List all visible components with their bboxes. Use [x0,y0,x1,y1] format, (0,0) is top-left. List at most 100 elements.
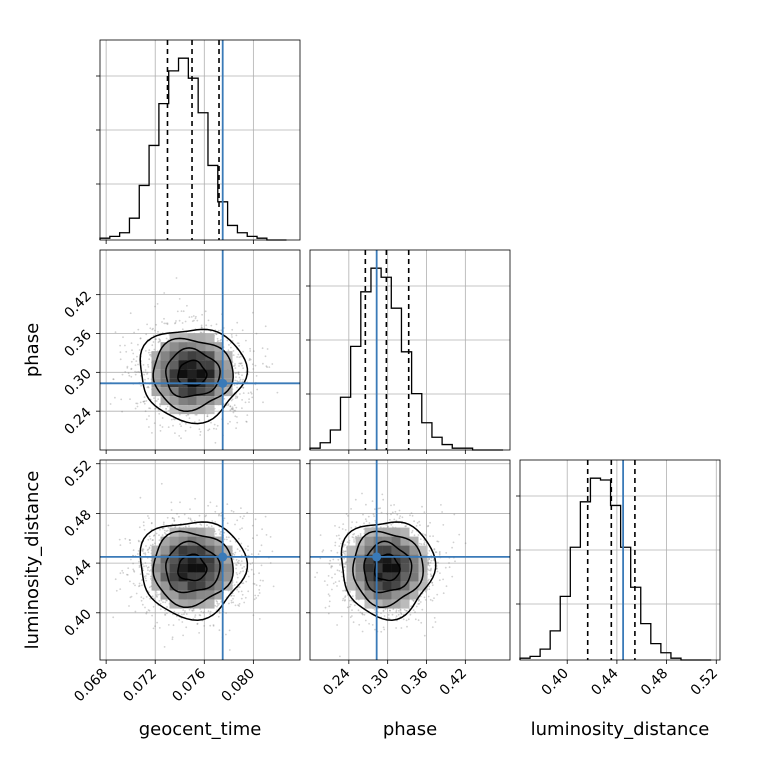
joint-geocent-time-vs-luminosity-distance-density-cell [214,572,224,582]
joint-geocent-time-vs-phase-content [100,250,300,450]
joint-geocent-time-vs-luminosity-distance-density-cell [178,581,188,591]
joint-phase-vs-luminosity-distance-sample-point [431,626,434,629]
joint-geocent-time-vs-luminosity-distance-sample-point [215,600,218,602]
joint-geocent-time-vs-luminosity-distance-sample-point [158,539,161,542]
joint-geocent-time-vs-phase-sample-point [196,319,199,322]
joint-geocent-time-vs-phase-density-cell [205,351,215,361]
joint-geocent-time-vs-luminosity-distance-sample-point [148,547,151,550]
joint-geocent-time-vs-phase-sample-point [178,413,181,416]
joint-geocent-time-vs-phase-sample-point [159,424,162,427]
joint-geocent-time-vs-luminosity-distance-sample-point [181,613,183,616]
joint-phase-vs-luminosity-distance-sample-point [427,563,430,565]
joint-geocent-time-vs-phase-sample-point [242,378,245,381]
joint-phase-vs-luminosity-distance-sample-point [382,498,385,501]
joint-geocent-time-vs-phase-sample-point [185,414,188,417]
joint-phase-vs-luminosity-distance-sample-point [328,600,331,603]
joint-geocent-time-vs-luminosity-distance-sample-point [199,523,202,525]
joint-geocent-time-vs-luminosity-distance-sample-point [238,559,240,562]
joint-geocent-time-vs-phase-sample-point [124,371,127,373]
joint-phase-vs-luminosity-distance-sample-point [344,550,347,553]
joint-geocent-time-vs-phase-sample-point [190,316,193,318]
joint-phase-vs-luminosity-distance-sample-point [432,535,434,537]
joint-geocent-time-vs-luminosity-distance-sample-point [146,566,149,569]
joint-geocent-time-vs-phase-sample-point [252,311,254,314]
joint-geocent-time-vs-phase-sample-point [241,380,244,383]
joint-geocent-time-vs-phase-sample-point [181,328,184,331]
joint-geocent-time-vs-luminosity-distance-sample-point [148,535,151,538]
joint-geocent-time-vs-luminosity-distance-sample-point [237,604,240,606]
joint-geocent-time-vs-phase-sample-point [139,401,142,404]
joint-geocent-time-vs-luminosity-distance-sample-point [237,537,240,540]
joint-geocent-time-vs-luminosity-distance-density-cell [205,554,215,564]
joint-geocent-time-vs-luminosity-distance-sample-point [179,501,181,504]
joint-geocent-time-vs-luminosity-distance-sample-point [232,552,235,555]
joint-phase-vs-luminosity-distance-sample-point [424,534,427,537]
joint-geocent-time-vs-phase-sample-point [168,409,170,412]
joint-geocent-time-vs-luminosity-distance-sample-point [152,539,154,541]
joint-geocent-time-vs-luminosity-distance-sample-point [238,572,241,575]
joint-geocent-time-vs-luminosity-distance-sample-point [161,527,164,530]
joint-geocent-time-vs-luminosity-distance-sample-point [178,515,180,518]
joint-geocent-time-vs-phase-sample-point [216,337,219,340]
joint-phase-vs-luminosity-distance-sample-point [412,609,415,611]
joint-phase-vs-luminosity-distance-sample-point [374,628,376,631]
joint-geocent-time-vs-phase-sample-point [207,429,210,432]
joint-geocent-time-vs-luminosity-distance-density-cell [178,536,188,546]
joint-geocent-time-vs-phase-sample-point [252,350,255,353]
joint-geocent-time-vs-phase-sample-point [266,348,269,350]
joint-geocent-time-vs-luminosity-distance-sample-point [134,610,137,613]
joint-phase-vs-luminosity-distance-sample-point [414,611,416,613]
joint-geocent-time-vs-luminosity-distance-sample-point [144,562,147,564]
joint-geocent-time-vs-luminosity-distance-sample-point [138,526,141,529]
joint-phase-vs-luminosity-distance-sample-point [354,498,357,501]
joint-geocent-time-vs-phase-sample-point [153,422,156,425]
joint-geocent-time-vs-luminosity-distance-density-cell [160,545,170,555]
joint-phase-vs-luminosity-distance-sample-point [345,513,348,515]
joint-phase-vs-luminosity-distance-sample-point [393,518,396,521]
joint-geocent-time-vs-luminosity-distance-sample-point [228,602,230,605]
joint-geocent-time-vs-phase-sample-point [232,350,235,352]
joint-geocent-time-vs-luminosity-distance-sample-point [193,519,196,522]
joint-geocent-time-vs-phase-sample-point [235,376,237,378]
joint-phase-vs-luminosity-distance-sample-point [428,564,431,567]
joint-geocent-time-vs-luminosity-distance-density-cell [160,572,170,582]
joint-geocent-time-vs-luminosity-distance-sample-point [181,621,184,623]
joint-geocent-time-vs-phase-sample-point [229,405,232,408]
joint-geocent-time-vs-luminosity-distance-density-cell [196,581,206,591]
joint-phase-vs-luminosity-distance-sample-point [430,568,432,571]
joint-geocent-time-vs-phase-sample-point [223,397,226,400]
joint-geocent-time-vs-luminosity-distance-sample-point [151,539,154,541]
joint-geocent-time-vs-luminosity-distance-sample-point [145,545,147,547]
joint-geocent-time-vs-luminosity-distance-sample-point [196,622,199,625]
joint-phase-vs-luminosity-distance-content [310,460,510,660]
joint-phase-vs-luminosity-distance-sample-point [364,619,367,622]
joint-geocent-time-vs-luminosity-distance-sample-point [166,612,168,615]
joint-geocent-time-vs-phase-sample-point [205,324,208,327]
joint-geocent-time-vs-luminosity-distance-sample-point [233,595,235,597]
joint-geocent-time-vs-phase-sample-point [214,332,217,334]
joint-geocent-time-vs-luminosity-distance-sample-point [138,582,141,585]
joint-geocent-time-vs-phase-sample-point [142,400,145,403]
joint-geocent-time-vs-luminosity-distance-sample-point [178,618,181,621]
joint-geocent-time-vs-phase-sample-point [167,426,170,428]
joint-geocent-time-vs-phase-density-cell [178,351,188,361]
joint-geocent-time-vs-luminosity-distance-sample-point [141,549,144,552]
joint-geocent-time-vs-luminosity-distance-sample-point [149,597,152,600]
joint-geocent-time-vs-luminosity-distance-sample-point [141,548,144,551]
joint-geocent-time-vs-luminosity-distance-sample-point [145,612,148,615]
joint-geocent-time-vs-luminosity-distance-sample-point [223,538,226,541]
joint-phase-vs-luminosity-distance-sample-point [404,525,407,528]
joint-geocent-time-vs-phase-sample-point [137,363,139,366]
joint-geocent-time-vs-luminosity-distance-sample-point [241,567,244,569]
joint-geocent-time-vs-luminosity-distance-density-cell [151,563,161,573]
joint-geocent-time-vs-luminosity-distance-sample-point [209,610,212,613]
hist-phase [306,249,511,454]
joint-geocent-time-vs-phase-sample-point [139,337,142,340]
joint-geocent-time-vs-phase-sample-point [235,372,238,374]
joint-geocent-time-vs-luminosity-distance-sample-point [139,573,142,575]
joint-phase-vs-luminosity-distance-sample-point [328,562,331,565]
joint-phase-vs-luminosity-distance-sample-point [350,526,353,529]
joint-phase-vs-luminosity-distance-sample-point [411,531,413,534]
joint-geocent-time-vs-phase-sample-point [189,426,192,429]
joint-geocent-time-vs-luminosity-distance-sample-point [247,570,249,573]
